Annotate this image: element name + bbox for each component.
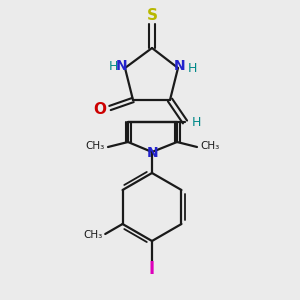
Text: CH₃: CH₃ [86,141,105,151]
Text: S: S [146,8,158,23]
Text: I: I [149,260,155,278]
Text: H: H [187,62,197,76]
Text: CH₃: CH₃ [200,141,219,151]
Text: N: N [116,59,128,73]
Text: CH₃: CH₃ [83,230,102,240]
Text: H: H [108,59,118,73]
Text: N: N [147,146,159,160]
Text: H: H [191,116,201,128]
Text: O: O [94,101,106,116]
Text: N: N [174,59,186,73]
